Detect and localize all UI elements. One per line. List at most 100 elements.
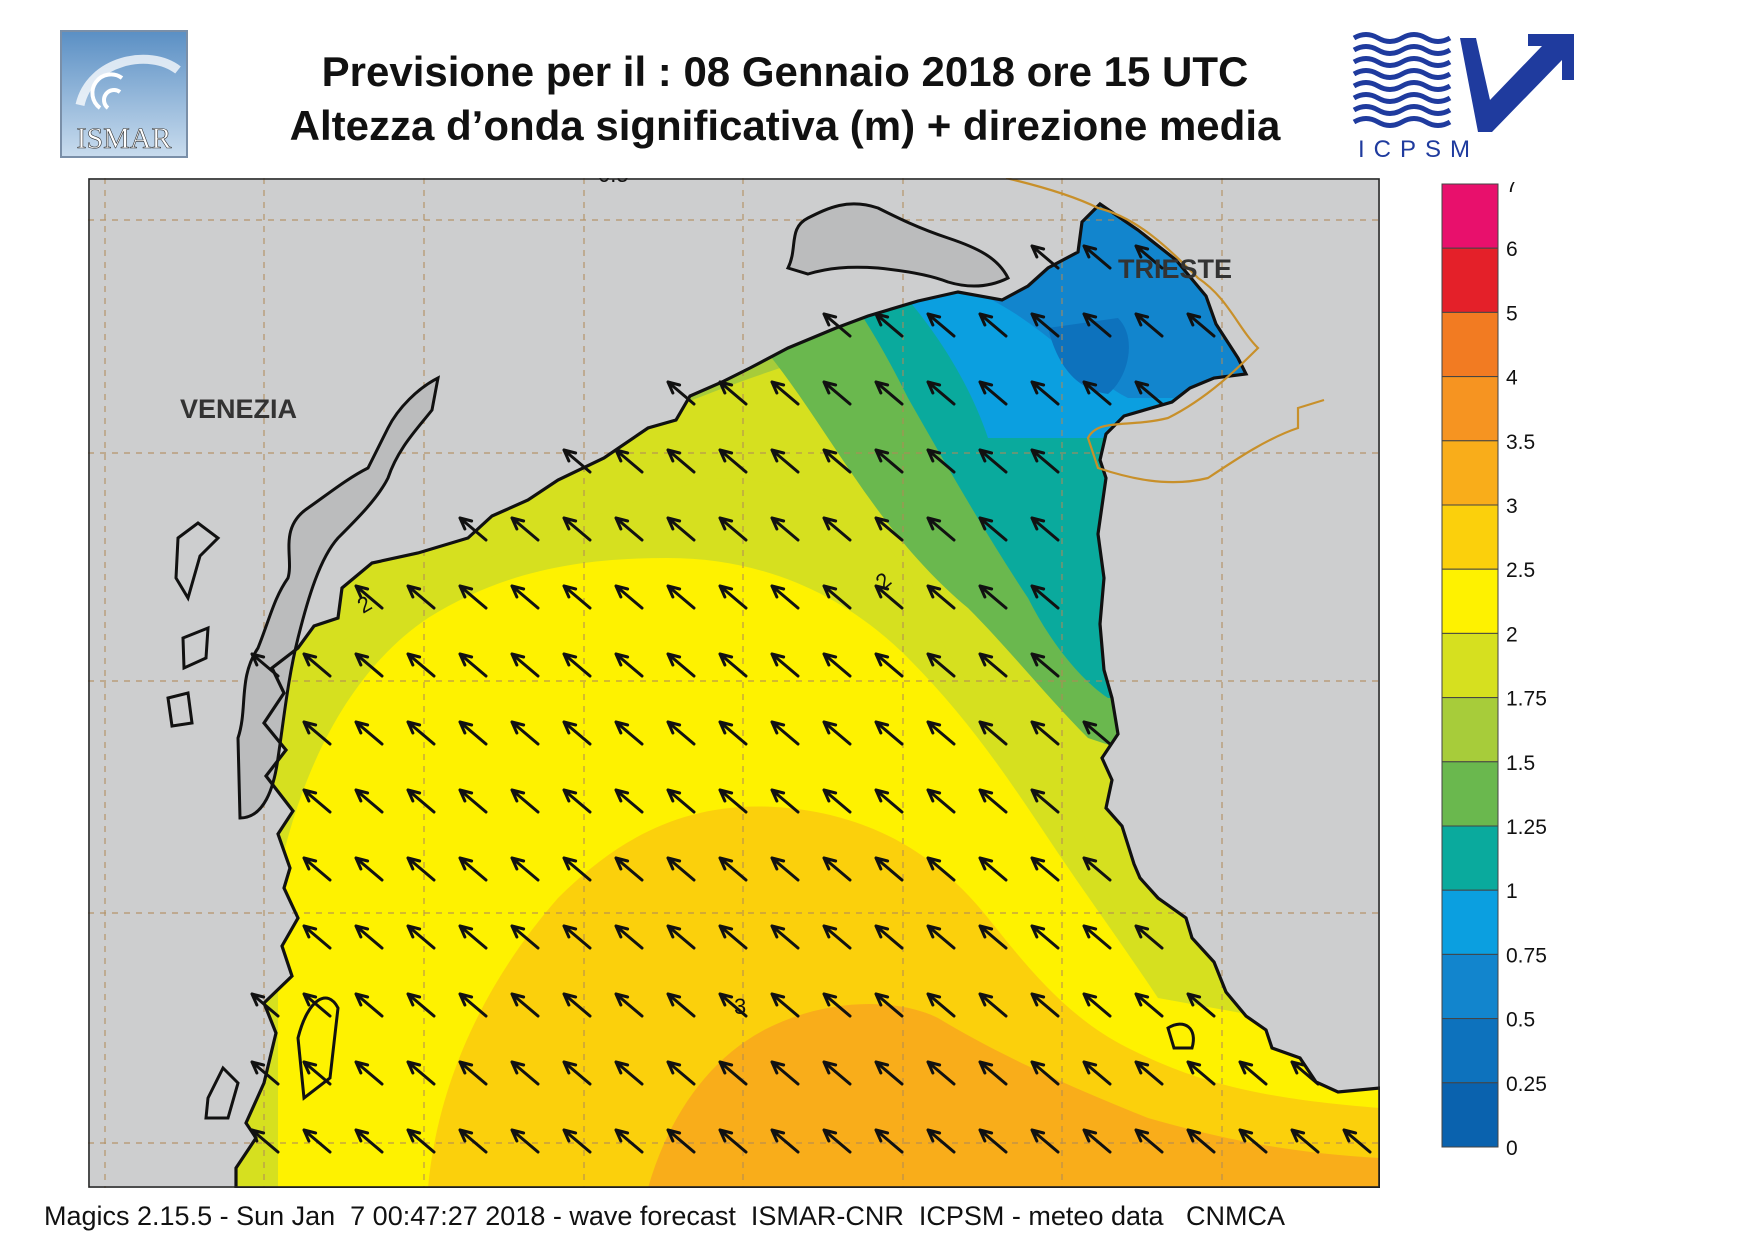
wave-direction-arrow — [614, 516, 644, 542]
wave-direction-arrow — [458, 516, 488, 542]
legend-label: 7 — [1506, 182, 1518, 197]
wave-direction-arrow — [562, 924, 592, 950]
wave-direction-arrow — [406, 924, 436, 950]
wave-direction-arrow — [406, 720, 436, 746]
wave-direction-arrow — [1134, 924, 1164, 950]
wave-direction-arrow — [926, 924, 956, 950]
wave-direction-arrow — [770, 652, 800, 678]
wave-direction-arrow — [354, 924, 384, 950]
wave-direction-arrow — [770, 584, 800, 610]
wave-direction-arrow — [1134, 244, 1164, 270]
wave-direction-arrow — [666, 856, 696, 882]
wave-direction-arrow — [822, 992, 852, 1018]
wave-direction-arrow — [666, 1060, 696, 1086]
wave-direction-arrow — [302, 1060, 332, 1086]
legend-color-box — [1441, 440, 1499, 506]
wave-direction-arrow — [1030, 788, 1060, 814]
wave-direction-arrow — [718, 788, 748, 814]
wave-direction-arrow — [354, 856, 384, 882]
contour-label: 0.5 — [598, 178, 629, 187]
color-scale-legend: 7 6 5 4 3.5 3 2.5 2 1.75 1.5 1.25 1 0.75 0.5 0.25 0 — [1441, 182, 1547, 1160]
wave-direction-arrow — [1030, 720, 1060, 746]
wave-direction-arrow — [458, 788, 488, 814]
wave-direction-arrow — [822, 856, 852, 882]
wave-direction-arrow — [1290, 1128, 1320, 1154]
wave-direction-arrow — [874, 856, 904, 882]
lagoon-coast — [166, 521, 1195, 1120]
wave-direction-arrow — [510, 856, 540, 882]
wave-direction-arrow — [1238, 1128, 1268, 1154]
wave-direction-arrow — [302, 652, 332, 678]
wave-direction-arrow — [458, 924, 488, 950]
lagoon-islands — [236, 202, 1011, 820]
wave-direction-arrow — [666, 380, 696, 406]
national-border — [1005, 178, 1325, 484]
wave-direction-arrow — [1134, 1060, 1164, 1086]
wave-direction-arrow — [666, 584, 696, 610]
wave-direction-arrow — [770, 1060, 800, 1086]
wave-direction-arrow — [302, 924, 332, 950]
wave-direction-arrow — [562, 788, 592, 814]
legend-label: 5 — [1506, 302, 1518, 325]
wave-direction-arrow — [354, 720, 384, 746]
wave-direction-arrow — [406, 1128, 436, 1154]
wave-direction-arrow — [1134, 992, 1164, 1018]
wave-direction-arrow — [978, 720, 1008, 746]
wave-direction-arrow — [770, 856, 800, 882]
wave-direction-arrow — [770, 720, 800, 746]
wave-direction-arrow — [874, 584, 904, 610]
wave-direction-arrow — [718, 448, 748, 474]
wave-direction-arrow — [1030, 244, 1060, 270]
wave-direction-arrow — [614, 652, 644, 678]
wave-direction-arrow — [614, 720, 644, 746]
wave-direction-arrow — [666, 516, 696, 542]
wave-direction-arrow — [458, 584, 488, 610]
wave-direction-arrow — [406, 652, 436, 678]
wave-direction-arrow — [562, 1060, 592, 1086]
wave-direction-arrow — [718, 1128, 748, 1154]
map-frame — [88, 178, 1380, 1188]
wave-direction-arrow — [718, 652, 748, 678]
wave-direction-arrow — [822, 788, 852, 814]
icpsm-logo-text: ICPSM — [1358, 136, 1479, 160]
wave-direction-arrow — [822, 1060, 852, 1086]
wave-direction-arrow — [978, 516, 1008, 542]
wave-direction-arrow — [458, 992, 488, 1018]
wave-direction-arrow — [718, 1060, 748, 1086]
ismar-logo-text: ISMAR — [76, 122, 171, 155]
legend-label: 0 — [1506, 1137, 1518, 1160]
wave-direction-arrow — [302, 788, 332, 814]
legend-color-box — [1441, 183, 1499, 249]
wave-direction-arrow — [458, 1060, 488, 1086]
wave-direction-arrow — [562, 448, 592, 474]
legend-color-box — [1441, 761, 1499, 827]
wave-direction-arrow — [562, 516, 592, 542]
wave-direction-arrow — [978, 924, 1008, 950]
wave-direction-arrow — [406, 992, 436, 1018]
legend-label: 1 — [1506, 880, 1518, 903]
wave-direction-arrow — [458, 720, 488, 746]
wave-direction-arrow — [562, 584, 592, 610]
legend-label: 1.75 — [1506, 688, 1547, 711]
wave-height-map: 0.5 2 2 3 VENEZIA TRIESTE — [88, 178, 1380, 1188]
legend-color-box — [1441, 311, 1499, 378]
wave-direction-arrow — [926, 584, 956, 610]
wave-direction-arrow — [978, 1128, 1008, 1154]
wave-direction-arrow — [822, 448, 852, 474]
wave-direction-arrow — [822, 312, 852, 338]
wave-direction-arrow — [978, 584, 1008, 610]
wave-direction-arrow — [770, 1128, 800, 1154]
legend-color-box — [1441, 632, 1499, 699]
legend-label: 3 — [1506, 495, 1518, 518]
wave-direction-arrow — [666, 992, 696, 1018]
wave-direction-arrow — [354, 584, 384, 610]
wave-direction-arrow — [1186, 1060, 1216, 1086]
wave-direction-arrow — [1030, 1060, 1060, 1086]
wave-direction-arrow — [770, 516, 800, 542]
wave-direction-arrow — [510, 1128, 540, 1154]
wave-direction-arrow — [1134, 1128, 1164, 1154]
wave-direction-arrow — [458, 1128, 488, 1154]
wave-direction-arrow — [1082, 924, 1112, 950]
city-label-trieste: TRIESTE — [1118, 254, 1232, 284]
icpsm-logo: ICPSM — [1352, 32, 1574, 160]
